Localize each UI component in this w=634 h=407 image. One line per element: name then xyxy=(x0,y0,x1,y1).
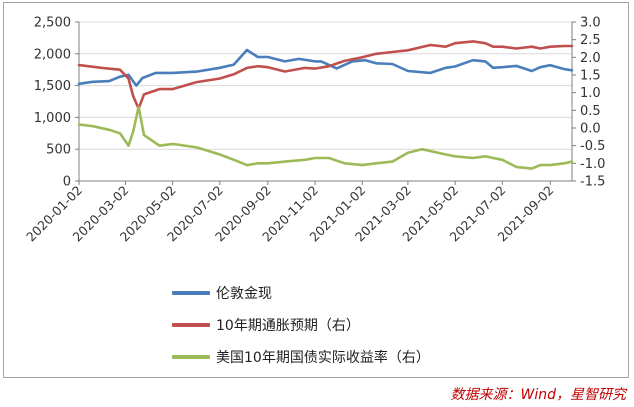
legend-label-real-yield: 美国10年期国债实际收益率（右） xyxy=(216,350,430,366)
right-tick-label: -1.5 xyxy=(580,175,605,190)
legend-item-real-yield: 美国10年期国债实际收益率（右） xyxy=(172,347,430,367)
right-tick-label: 3.0 xyxy=(580,16,601,31)
legend-swatch-real-yield xyxy=(172,355,210,359)
chart-frame: 0 500 1,000 1,500 2,000 2,500 -1.5 -1.0 -0.5 0.0… xyxy=(3,2,629,378)
left-tick-label: 2,500 xyxy=(34,16,71,31)
right-tick-label: 1.5 xyxy=(580,69,601,84)
right-tick-label: 0.5 xyxy=(580,104,601,119)
legend-label-inflation: 10年期通胀预期（右） xyxy=(216,318,360,334)
series-line-2 xyxy=(77,105,574,170)
left-y-axis: 0 500 1,000 1,500 2,000 2,500 xyxy=(34,16,80,190)
left-tick-label: 1,500 xyxy=(34,79,71,94)
right-y-axis: -1.5 -1.0 -0.5 0.0 0.5 1.0 1.5 2.0 2.5 3.0 xyxy=(571,16,605,190)
right-tick-label: 2.5 xyxy=(580,33,601,48)
legend-item-inflation: 10年期通胀预期（右） xyxy=(172,315,360,335)
source-note: 数据来源：Wind，星智研究 xyxy=(450,387,627,403)
left-tick-label: 1,000 xyxy=(34,111,71,126)
left-tick-label: 500 xyxy=(46,143,71,158)
right-tick-label: 1.0 xyxy=(580,86,601,101)
right-tick-label: 0.0 xyxy=(580,122,601,137)
right-tick-label: -0.5 xyxy=(580,139,605,154)
series-line-1 xyxy=(77,40,574,110)
left-tick-label: 0 xyxy=(63,175,71,190)
right-tick-label: 2.0 xyxy=(580,51,601,66)
legend-swatch-gold xyxy=(172,291,210,295)
legend-label-gold: 伦敦金现 xyxy=(216,286,272,302)
legend-swatch-inflation xyxy=(172,323,210,327)
series-lines xyxy=(77,40,574,170)
left-tick-label: 2,000 xyxy=(34,47,71,62)
legend-item-gold: 伦敦金现 xyxy=(172,283,272,303)
x-axis: 2020-01-022020-03-022020-05-022020-07-02… xyxy=(23,180,572,244)
gridlines xyxy=(79,21,572,150)
right-tick-label: -1.0 xyxy=(580,157,605,172)
line-chart: 0 500 1,000 1,500 2,000 2,500 -1.5 -1.0 -0.5 0.0… xyxy=(23,16,605,245)
